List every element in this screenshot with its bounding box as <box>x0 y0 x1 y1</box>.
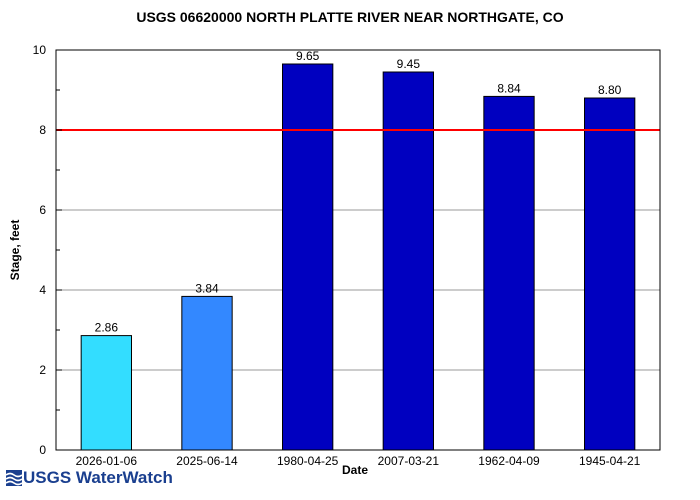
x-axis-label: Date <box>342 463 368 477</box>
x-tick-label: 2025-06-14 <box>176 454 238 468</box>
bar <box>80 335 132 451</box>
chart-title: USGS 06620000 NORTH PLATTE RIVER NEAR NO… <box>136 9 563 25</box>
bars: 2.86 3.84 9.65 9.45 8.84 8.80 <box>80 49 636 451</box>
y-tick-label: 4 <box>39 283 46 297</box>
data-label: 8.84 <box>497 81 521 95</box>
data-label: 8.80 <box>598 83 622 97</box>
bar <box>181 295 233 451</box>
bar <box>282 63 334 451</box>
bar <box>382 71 434 451</box>
usgs-waterwatch-logo[interactable]: USGS WaterWatch <box>6 468 173 488</box>
plot-frame <box>55 49 661 451</box>
y-tick-label: 0 <box>39 443 46 457</box>
y-axis-ticks: 0 2 4 6 8 10 <box>33 43 62 457</box>
y-tick-label: 6 <box>39 203 46 217</box>
data-label: 3.84 <box>195 281 219 295</box>
x-axis-ticks: 2026-01-06 2025-06-14 1980-04-25 2007-03-21… <box>76 454 641 468</box>
usgs-wave-icon <box>6 470 22 486</box>
x-tick-label: 2026-01-06 <box>76 454 138 468</box>
data-label: 2.86 <box>95 321 119 335</box>
x-tick-label: 1945-04-21 <box>579 454 641 468</box>
y-tick-label: 2 <box>39 363 46 377</box>
x-tick-label: 1980-04-25 <box>277 454 339 468</box>
y-tick-label: 8 <box>39 123 46 137</box>
y-axis-label: Stage, feet <box>8 220 22 281</box>
bar <box>483 95 535 451</box>
data-label: 9.65 <box>296 49 320 63</box>
gridlines <box>56 129 660 371</box>
x-tick-label: 1962-04-09 <box>478 454 540 468</box>
x-tick-label: 2007-03-21 <box>378 454 440 468</box>
y-tick-label: 10 <box>33 43 47 57</box>
data-label: 9.45 <box>397 57 421 71</box>
bar <box>584 97 636 451</box>
logo-text: USGS WaterWatch <box>23 468 173 487</box>
